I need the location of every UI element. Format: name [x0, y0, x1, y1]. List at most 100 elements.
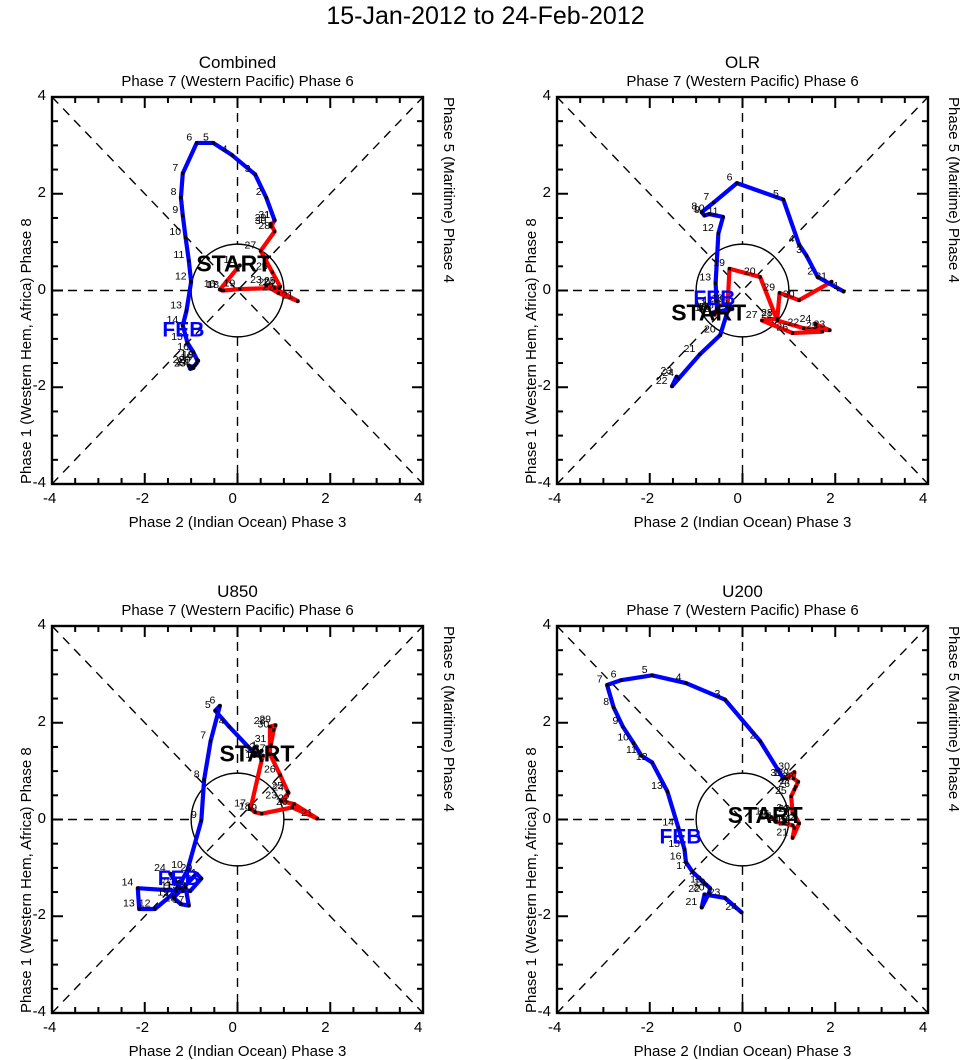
- axis-ticks: [556, 625, 929, 1014]
- svg-text:18: 18: [716, 297, 728, 309]
- svg-text:16: 16: [695, 302, 707, 314]
- axis-cross-guides: [52, 626, 423, 1013]
- svg-text:3: 3: [245, 743, 251, 755]
- svg-text:3: 3: [245, 163, 251, 175]
- svg-text:30: 30: [257, 719, 269, 731]
- svg-text:29: 29: [777, 767, 789, 779]
- x-tick-label: 0: [228, 1019, 237, 1036]
- svg-text:14: 14: [662, 817, 674, 829]
- y-tick-label: -4: [32, 474, 46, 491]
- svg-text:10: 10: [171, 859, 183, 871]
- svg-text:31: 31: [770, 767, 782, 779]
- y-tick-label: -4: [32, 1003, 46, 1020]
- svg-text:6: 6: [727, 172, 733, 184]
- svg-text:14: 14: [167, 314, 179, 326]
- svg-text:5: 5: [205, 699, 211, 711]
- svg-text:3: 3: [796, 244, 802, 256]
- svg-text:18: 18: [207, 279, 219, 291]
- y-tick-label: -2: [537, 906, 551, 924]
- axis-cross-guides: [52, 97, 423, 484]
- trajectory-february: [669, 181, 846, 389]
- svg-text:7: 7: [200, 730, 206, 742]
- y-tick-label: 4: [542, 616, 551, 633]
- svg-text:21: 21: [176, 355, 188, 367]
- x-tick-label: 4: [919, 1019, 928, 1036]
- svg-text:15: 15: [224, 254, 236, 266]
- svg-text:18: 18: [711, 293, 723, 305]
- y-tick-label: 0: [542, 809, 551, 827]
- svg-text:22: 22: [656, 375, 668, 387]
- y-tick-label: -4: [537, 1003, 551, 1020]
- svg-text:30: 30: [255, 215, 267, 227]
- svg-text:17: 17: [181, 348, 193, 360]
- figure-title: 15-Jan-2012 to 24-Feb-2012: [326, 2, 645, 30]
- svg-text:23: 23: [660, 365, 672, 377]
- svg-text:20: 20: [258, 277, 270, 289]
- svg-text:8: 8: [171, 186, 177, 198]
- svg-text:27: 27: [254, 743, 266, 755]
- axis-bottom-label: Phase 2 (Indian Ocean) Phase 3: [128, 514, 347, 531]
- svg-text:28: 28: [761, 307, 773, 319]
- feb-annotation: FEB: [162, 319, 204, 342]
- svg-text:15: 15: [755, 806, 767, 818]
- svg-text:9: 9: [172, 204, 178, 216]
- y-tick-label: 4: [37, 87, 46, 104]
- panel-title-u200: U200: [722, 582, 763, 601]
- panel-combined: Combined Phase 7 (Western Pacific) Phase …: [18, 53, 457, 531]
- svg-text:21: 21: [761, 309, 773, 321]
- svg-text:30: 30: [783, 289, 795, 301]
- axis-bottom-label: Phase 2 (Indian Ocean) Phase 3: [633, 514, 852, 531]
- svg-text:18: 18: [239, 801, 251, 813]
- x-tick-label: 4: [414, 490, 423, 507]
- svg-text:7: 7: [597, 674, 603, 686]
- svg-text:15: 15: [668, 838, 680, 850]
- svg-text:5: 5: [773, 188, 779, 200]
- svg-text:17: 17: [760, 810, 772, 822]
- svg-text:15: 15: [247, 744, 259, 756]
- x-tick-label: -4: [548, 1019, 562, 1036]
- svg-text:21: 21: [684, 343, 696, 355]
- svg-text:20: 20: [181, 862, 193, 874]
- x-tick-label: 4: [919, 490, 928, 507]
- svg-text:12: 12: [139, 897, 151, 909]
- svg-text:14: 14: [701, 297, 713, 309]
- svg-text:27: 27: [780, 775, 792, 787]
- x-tick-label: -2: [640, 490, 655, 507]
- svg-text:20: 20: [693, 882, 705, 894]
- axis-left-label: Phase 1 (Western Hem, Africa) Phase 8: [18, 747, 35, 1013]
- feb-annotation: FEB: [693, 287, 735, 310]
- svg-text:27: 27: [245, 239, 257, 251]
- svg-text:6: 6: [186, 131, 192, 143]
- y-tick-label: 0: [37, 809, 46, 827]
- svg-text:10: 10: [693, 203, 705, 215]
- svg-text:23: 23: [265, 790, 277, 802]
- svg-text:16: 16: [177, 341, 189, 353]
- svg-text:13: 13: [699, 272, 711, 284]
- y-tick-label: 0: [37, 280, 46, 298]
- axis-left-label: Phase 1 (Western Hem, Africa) Phase 8: [523, 747, 540, 1013]
- svg-text:7: 7: [703, 191, 709, 203]
- svg-text:21: 21: [776, 826, 788, 838]
- axis-ticks: [51, 625, 424, 1014]
- svg-text:1: 1: [833, 280, 839, 292]
- svg-text:23: 23: [163, 877, 175, 889]
- weak-mjo-circle: [695, 772, 790, 867]
- svg-text:23: 23: [709, 886, 721, 898]
- svg-text:7: 7: [172, 162, 178, 174]
- svg-text:31: 31: [815, 270, 827, 282]
- panel-u200: U200 Phase 7 (Western Pacific) Phase 6 Pha…: [523, 582, 962, 1060]
- svg-text:30: 30: [778, 761, 790, 773]
- axis-left-label: Phase 1 (Western Hem, Africa) Phase 8: [18, 218, 35, 484]
- axis-right-label: Phase 5 (Maritime) Phase 4: [945, 97, 962, 283]
- svg-text:20: 20: [744, 265, 756, 277]
- axis-top-label: Phase 7 (Western Pacific) Phase 6: [121, 73, 354, 90]
- svg-text:2: 2: [249, 741, 255, 753]
- y-tick-label: -4: [537, 474, 551, 491]
- axis-top-label: Phase 7 (Western Pacific) Phase 6: [626, 73, 859, 90]
- svg-text:22: 22: [174, 880, 186, 892]
- plot-area-u850: 1516171819202122232425262728293031123456…: [50, 624, 425, 1015]
- panel-olr: OLR Phase 7 (Western Pacific) Phase 6 Phas…: [523, 53, 962, 531]
- svg-text:9: 9: [613, 715, 619, 727]
- svg-text:10: 10: [169, 226, 181, 238]
